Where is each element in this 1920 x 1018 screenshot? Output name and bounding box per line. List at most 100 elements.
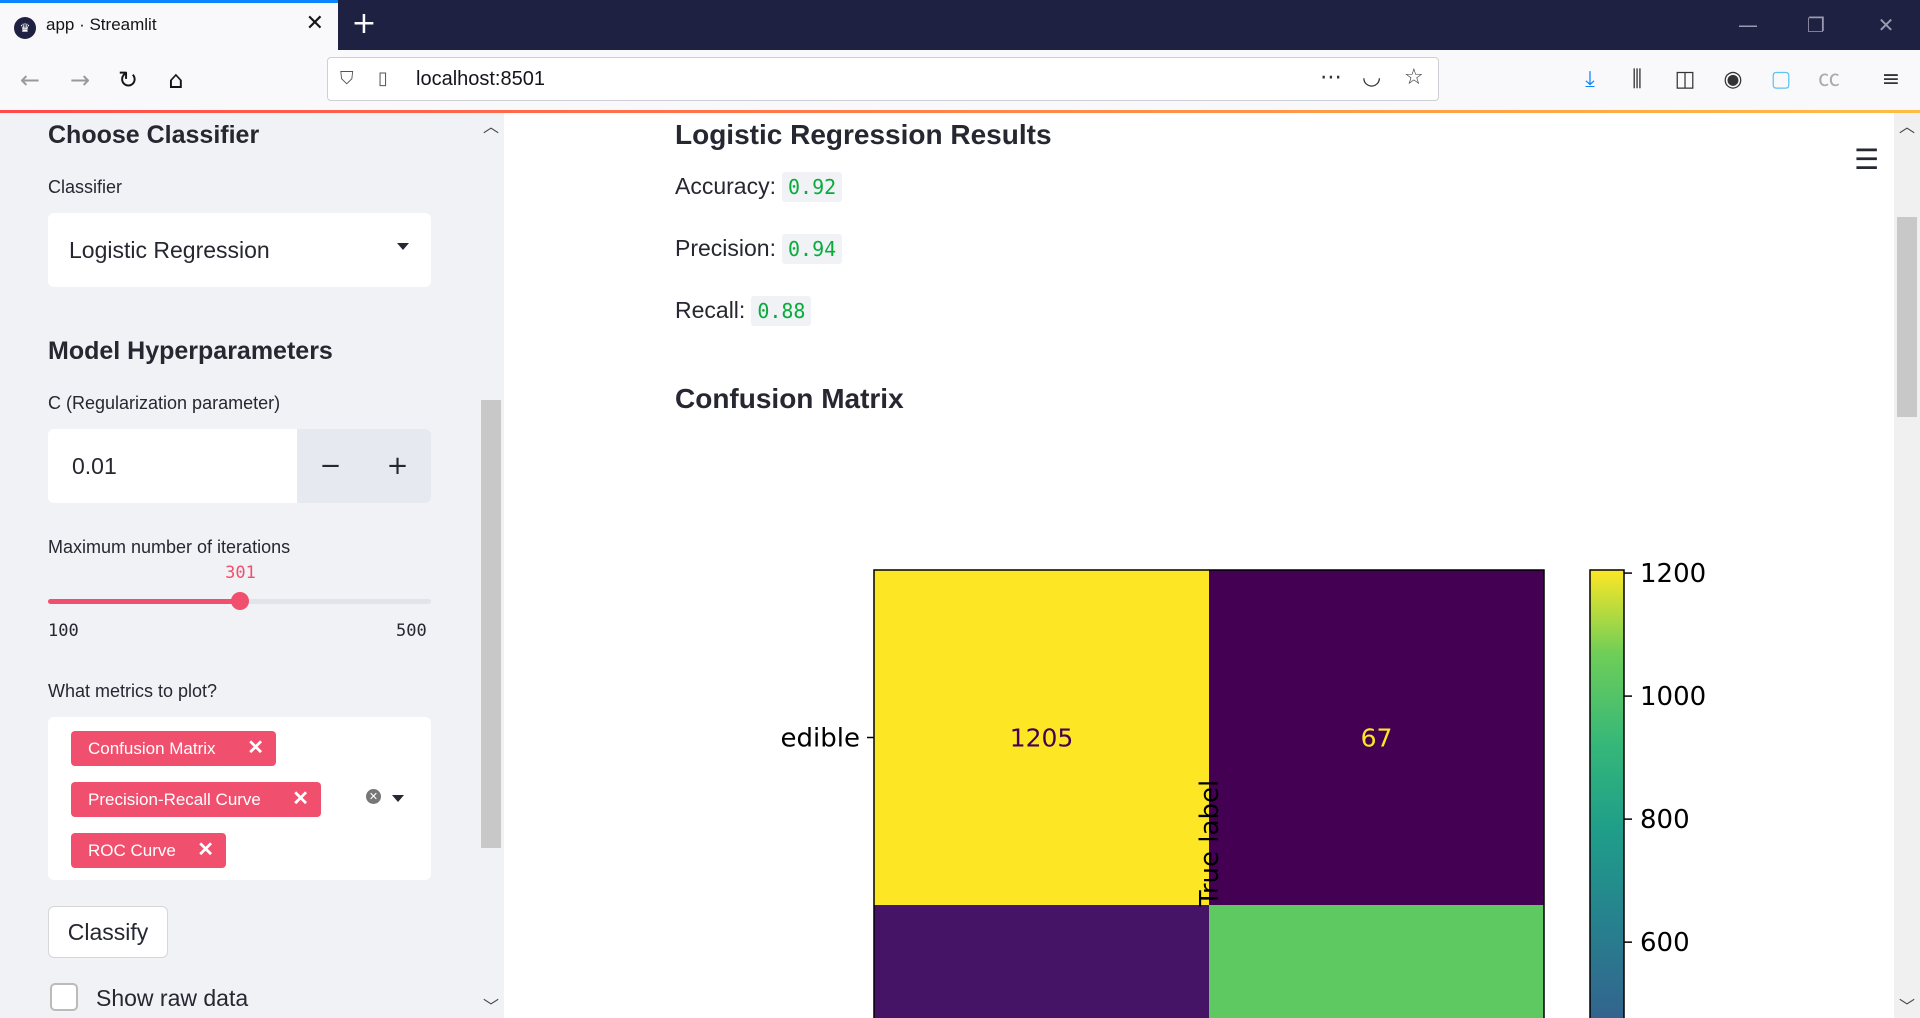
account-icon[interactable]: ◉ bbox=[1723, 67, 1743, 92]
c-param-value[interactable]: 0.01 bbox=[72, 453, 117, 479]
recall-metric: Recall: 0.88 bbox=[675, 296, 812, 326]
remove-chip-icon[interactable]: ✕ bbox=[292, 788, 309, 810]
scroll-up-icon[interactable]: ︿ bbox=[1899, 117, 1916, 136]
colorbar-tick-label: 1200 bbox=[1640, 559, 1706, 589]
shield-icon[interactable]: ⛉ bbox=[340, 68, 354, 89]
c-param-input[interactable]: 0.01 − + bbox=[48, 429, 431, 503]
app-menu-icon[interactable]: ≡ bbox=[1881, 67, 1901, 92]
page-icon: ▯ bbox=[378, 68, 388, 89]
hyperparameters-heading: Model Hyperparameters bbox=[48, 337, 333, 365]
reload-icon[interactable]: ↻ bbox=[117, 66, 139, 94]
slider-max-label: 500 bbox=[396, 621, 427, 641]
bookmark-star-icon[interactable]: ☆ bbox=[1404, 65, 1424, 90]
scrollbar-thumb[interactable] bbox=[1897, 217, 1917, 417]
url-text[interactable]: localhost:8501 bbox=[416, 68, 545, 90]
restore-button[interactable]: ❐ bbox=[1807, 13, 1825, 37]
streamlit-menu-icon[interactable]: ☰ bbox=[1854, 143, 1880, 176]
precision-metric: Precision: 0.94 bbox=[675, 234, 843, 264]
tab-title: app · Streamlit bbox=[46, 15, 157, 34]
max-iter-slider-value: 301 bbox=[225, 563, 256, 583]
back-arrow-icon[interactable]: ← bbox=[19, 66, 41, 94]
pocket-icon[interactable]: ◡ bbox=[1362, 65, 1382, 90]
remove-chip-icon[interactable]: ✕ bbox=[197, 839, 214, 861]
main-scrollbar[interactable]: ︿ ﹀ bbox=[1894, 113, 1920, 1018]
metric-chip-label: Precision-Recall Curve bbox=[88, 790, 261, 809]
results-heading: Logistic Regression Results bbox=[675, 119, 1052, 150]
home-icon[interactable]: ⌂ bbox=[168, 66, 184, 94]
streamlit-crown-icon: ♛ bbox=[14, 17, 36, 39]
sidebar-toggle-icon[interactable]: ◫ bbox=[1674, 67, 1696, 92]
metric-chip-label: ROC Curve bbox=[88, 841, 176, 860]
slider-min-label: 100 bbox=[48, 621, 79, 641]
address-bar[interactable]: ⛉ ▯ localhost:8501 ⋯ ◡ ☆ bbox=[327, 57, 1439, 101]
minimize-button[interactable]: — bbox=[1738, 13, 1758, 37]
clear-all-icon[interactable]: ✕ bbox=[366, 789, 381, 804]
choose-classifier-heading: Choose Classifier bbox=[48, 121, 260, 149]
new-tab-button[interactable]: + bbox=[351, 6, 377, 41]
scroll-down-icon[interactable]: ﹀ bbox=[1899, 997, 1916, 1016]
downloads-icon[interactable]: ⤓ bbox=[1585, 67, 1595, 92]
c-param-label: C (Regularization parameter) bbox=[48, 393, 281, 413]
close-tab-icon[interactable]: ✕ bbox=[305, 11, 324, 36]
chevron-down-icon[interactable] bbox=[397, 243, 409, 250]
matrix-cell bbox=[1209, 905, 1544, 1018]
metric-chip-label: Confusion Matrix bbox=[88, 739, 216, 758]
matrix-cell bbox=[1209, 570, 1544, 905]
y-axis-label: True label bbox=[1195, 780, 1225, 907]
browser-toolbar: ← → ↻ ⌂ ⛉ ▯ localhost:8501 ⋯ ◡ ☆ ⤓ ⫼ ◫ ◉… bbox=[0, 50, 1920, 111]
recall-label: Recall: bbox=[675, 297, 746, 323]
metric-chip[interactable]: ROC Curve ✕ bbox=[71, 833, 226, 868]
scroll-down-icon[interactable]: ﹀ bbox=[483, 997, 500, 1016]
accuracy-label: Accuracy: bbox=[675, 173, 776, 199]
more-actions-icon[interactable]: ⋯ bbox=[1320, 65, 1342, 90]
max-iter-label: Maximum number of iterations bbox=[48, 537, 291, 557]
y-tick-label: edible bbox=[781, 724, 860, 754]
confusion-matrix-chart: 1205671391027 ediblepoisonous True label… bbox=[781, 559, 1706, 1018]
close-window-button[interactable]: ✕ bbox=[1877, 13, 1895, 37]
streamlit-top-bar bbox=[0, 110, 1920, 113]
classify-button[interactable]: Classify bbox=[48, 906, 168, 958]
accuracy-metric: Accuracy: 0.92 bbox=[675, 172, 843, 202]
show-raw-data-checkbox[interactable] bbox=[50, 983, 78, 1011]
matrix-border bbox=[873, 569, 1545, 1018]
classifier-select-value: Logistic Regression bbox=[69, 237, 270, 263]
scroll-up-icon[interactable]: ︿ bbox=[483, 117, 500, 136]
metrics-multiselect[interactable]: Confusion Matrix ✕ Precision-Recall Curv… bbox=[48, 717, 431, 880]
sidebar: Choose Classifier Classifier Logistic Re… bbox=[0, 113, 504, 1018]
show-raw-data-label[interactable]: Show raw data bbox=[96, 985, 249, 1011]
slider-fill bbox=[48, 599, 241, 604]
colorbar bbox=[1589, 569, 1625, 1018]
confusion-matrix-heading: Confusion Matrix bbox=[675, 383, 904, 414]
browser-tab-bar: ♛ app · Streamlit ✕ + — ❐ ✕ bbox=[0, 0, 1920, 50]
browser-tab[interactable]: ♛ app · Streamlit ✕ bbox=[0, 0, 338, 50]
chevron-down-icon[interactable] bbox=[392, 795, 404, 802]
precision-label: Precision: bbox=[675, 235, 776, 261]
remove-chip-icon[interactable]: ✕ bbox=[247, 737, 264, 759]
cell-value-label: 67 bbox=[1361, 724, 1393, 753]
slider-thumb[interactable] bbox=[231, 592, 250, 610]
recall-value: 0.88 bbox=[751, 296, 812, 326]
metric-chip[interactable]: Precision-Recall Curve ✕ bbox=[71, 782, 321, 817]
colorbar-tick-label: 800 bbox=[1640, 805, 1690, 835]
main-content: Logistic Regression Results ☰ Accuracy: 0… bbox=[504, 113, 1894, 1018]
cell-value-label: 1205 bbox=[1010, 724, 1074, 753]
accuracy-value: 0.92 bbox=[781, 172, 843, 202]
sidebar-scrollbar[interactable]: ︿ ﹀ bbox=[478, 113, 504, 1018]
decrement-button[interactable]: − bbox=[297, 429, 364, 503]
increment-button[interactable]: + bbox=[364, 429, 431, 503]
captions-extension-icon[interactable]: ㏄ bbox=[1817, 67, 1840, 92]
metrics-label: What metrics to plot? bbox=[48, 681, 218, 701]
forward-arrow-icon[interactable]: → bbox=[69, 66, 91, 94]
colorbar-tick-label: 600 bbox=[1640, 928, 1690, 958]
library-icon[interactable]: ⫼ bbox=[1631, 67, 1643, 92]
extension-icon[interactable]: ▢ bbox=[1770, 67, 1792, 92]
precision-value: 0.94 bbox=[781, 234, 843, 264]
scrollbar-thumb[interactable] bbox=[481, 400, 501, 848]
classifier-label: Classifier bbox=[48, 177, 123, 197]
matrix-cell bbox=[874, 570, 1209, 905]
classifier-select[interactable]: Logistic Regression bbox=[48, 213, 431, 287]
matrix-cell bbox=[874, 905, 1209, 1018]
metric-chip[interactable]: Confusion Matrix ✕ bbox=[71, 731, 276, 766]
max-iter-slider[interactable] bbox=[48, 592, 431, 610]
colorbar-tick-label: 1000 bbox=[1640, 682, 1706, 712]
